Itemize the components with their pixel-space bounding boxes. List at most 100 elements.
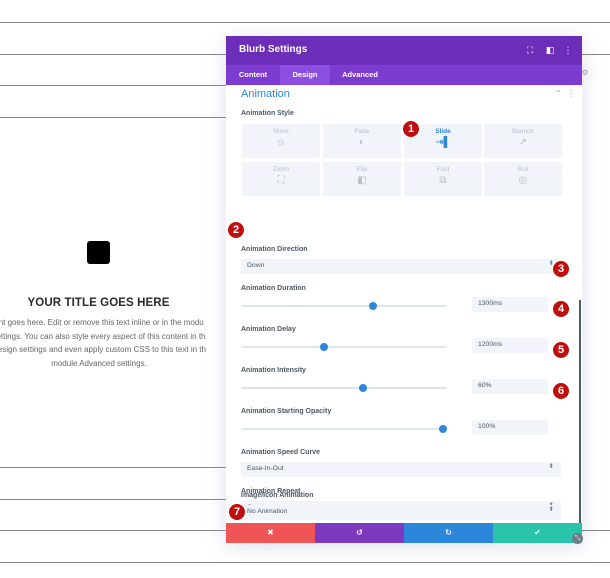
section-title-animation[interactable]: Animation (241, 88, 290, 100)
input-value: 1200ms (478, 341, 503, 348)
blurb-body-line: ent goes here. Edit or remove this text … (0, 318, 204, 327)
preset-label: Roll (517, 166, 529, 173)
preset-bounce[interactable]: Bounce ↗ (484, 124, 562, 158)
divider-line (0, 22, 610, 23)
no-animation-icon: ⦸ (277, 137, 285, 148)
annotation-badge-1: 1 (403, 121, 419, 137)
fold-icon: ⧉ (439, 175, 447, 186)
preset-flip[interactable]: Flip ◧ (323, 162, 401, 196)
preset-slide[interactable]: Slide ⇥▌ (404, 124, 482, 158)
panel-title: Blurb Settings (239, 44, 308, 55)
preset-label: Fold (436, 166, 450, 173)
preset-label: Zoom (272, 166, 290, 173)
check-icon: ✔ (534, 528, 541, 537)
slider-thumb[interactable] (320, 343, 328, 351)
animation-duration-label: Animation Duration (241, 285, 306, 292)
blurb-title[interactable]: YOUR TITLE GOES HERE (27, 297, 170, 309)
animation-speed-curve-label: Animation Speed Curve (241, 449, 320, 456)
preset-roll[interactable]: Roll ◎ (484, 162, 562, 196)
cancel-button[interactable]: ✖ (226, 523, 315, 543)
animation-opacity-label: Animation Starting Opacity (241, 408, 332, 415)
blurb-body-line: module Advanced settings. (51, 358, 147, 368)
animation-intensity-input[interactable]: 60% (472, 379, 548, 394)
animation-repeat-label: Animation Repeat (241, 488, 301, 495)
select-value: Down (247, 262, 265, 269)
animation-intensity-slider[interactable] (241, 384, 447, 392)
preset-label: Fade (354, 128, 370, 135)
image-icon-animation-select[interactable]: No Animation ⬍ (241, 505, 561, 520)
save-button[interactable]: ✔ (493, 523, 582, 543)
divider-line (0, 499, 226, 500)
tab-content[interactable]: Content (238, 70, 268, 79)
animation-style-label: Animation Style (241, 110, 294, 117)
annotation-badge-3: 3 (553, 261, 569, 277)
more-vertical-icon[interactable]: ⋮ (563, 45, 573, 55)
preset-label: Bounce (511, 128, 535, 135)
divider-line (0, 562, 610, 563)
panel-footer: ✖ ↺ ↻ ✔ (226, 523, 582, 543)
blurb-body-text[interactable]: ent goes here. Edit or remove this text … (0, 316, 238, 370)
blurb-body-line: settings. You can also style every aspec… (0, 331, 206, 341)
input-value: 60% (478, 382, 492, 389)
slider-thumb[interactable] (439, 425, 447, 433)
collapse-chevron-icon[interactable]: ⌃ (555, 89, 562, 98)
undo-button[interactable]: ↺ (315, 523, 404, 543)
expand-icon[interactable]: ⛶ (526, 45, 534, 55)
animation-opacity-slider[interactable] (241, 425, 447, 433)
tab-design[interactable]: Design (280, 65, 330, 85)
roll-icon: ◎ (518, 175, 528, 186)
preset-label: Flip (356, 166, 368, 173)
slide-icon: ⇥▌ (435, 137, 451, 148)
preset-zoom[interactable]: Zoom ⛶ (242, 162, 320, 196)
preset-label: None (273, 128, 289, 135)
panel-body: Animation ⌃ ⋮ Animation Style None ⦸ Fad… (226, 85, 582, 523)
blurb-icon-placeholder[interactable] (87, 241, 110, 264)
annotation-badge-4: 4 (553, 301, 569, 317)
redo-icon: ↻ (445, 528, 452, 537)
undo-icon: ↺ (356, 528, 363, 537)
panel-resize-handle[interactable]: ⤡ (572, 533, 583, 544)
select-value: No Animation (247, 508, 288, 515)
close-icon: ✖ (267, 528, 274, 537)
slider-thumb[interactable] (359, 384, 367, 392)
flip-icon: ◧ (357, 175, 367, 186)
animation-speed-curve-select[interactable]: Ease-In-Out ⬍ (241, 462, 561, 477)
zoom-icon: ⛶ (277, 175, 285, 186)
input-value: 100% (478, 423, 496, 430)
preset-fade[interactable]: Fade ◐ (323, 124, 401, 158)
animation-direction-select[interactable]: Down ⬍ (241, 259, 561, 274)
animation-direction-label: Animation Direction (241, 246, 308, 253)
annotation-badge-5: 5 (553, 342, 569, 358)
animation-opacity-input[interactable]: 100% (472, 420, 548, 435)
preset-label: Slide (435, 128, 451, 135)
module-settings-toggle-icon[interactable]: ⚙ (579, 67, 591, 79)
input-value: 1300ms (478, 300, 503, 307)
divider-line (0, 85, 226, 86)
fade-icon: ◐ (358, 137, 366, 148)
panel-scrollbar[interactable] (579, 300, 581, 523)
animation-delay-label: Animation Delay (241, 326, 296, 333)
annotation-badge-7: 7 (229, 504, 245, 520)
blurb-settings-panel: Blurb Settings ⛶ ◧ ⋮ Content Design Adva… (226, 36, 582, 543)
tab-advanced[interactable]: Advanced (342, 70, 378, 79)
animation-intensity-label: Animation Intensity (241, 367, 306, 374)
panel-header[interactable]: Blurb Settings ⛶ ◧ ⋮ (226, 36, 582, 65)
divider-line (0, 467, 226, 468)
annotation-badge-2: 2 (228, 222, 244, 238)
preset-none[interactable]: None ⦸ (242, 124, 320, 158)
animation-duration-input[interactable]: 1300ms (472, 297, 548, 312)
animation-duration-slider[interactable] (241, 302, 447, 310)
divider-line (0, 117, 226, 118)
section-menu-icon[interactable]: ⋮ (567, 89, 575, 98)
redo-button[interactable]: ↻ (404, 523, 493, 543)
preset-fold[interactable]: Fold ⧉ (404, 162, 482, 196)
panel-tabs: Content Design Advanced (226, 65, 582, 85)
bounce-icon: ↗ (518, 137, 528, 148)
animation-delay-slider[interactable] (241, 343, 447, 351)
animation-delay-input[interactable]: 1200ms (472, 338, 548, 353)
sidebar-toggle-icon[interactable]: ◧ (545, 45, 555, 55)
select-arrows-icon: ⬍ (548, 260, 554, 267)
select-arrows-icon: ⬍ (548, 463, 554, 470)
annotation-badge-6: 6 (553, 383, 569, 399)
slider-thumb[interactable] (369, 302, 377, 310)
